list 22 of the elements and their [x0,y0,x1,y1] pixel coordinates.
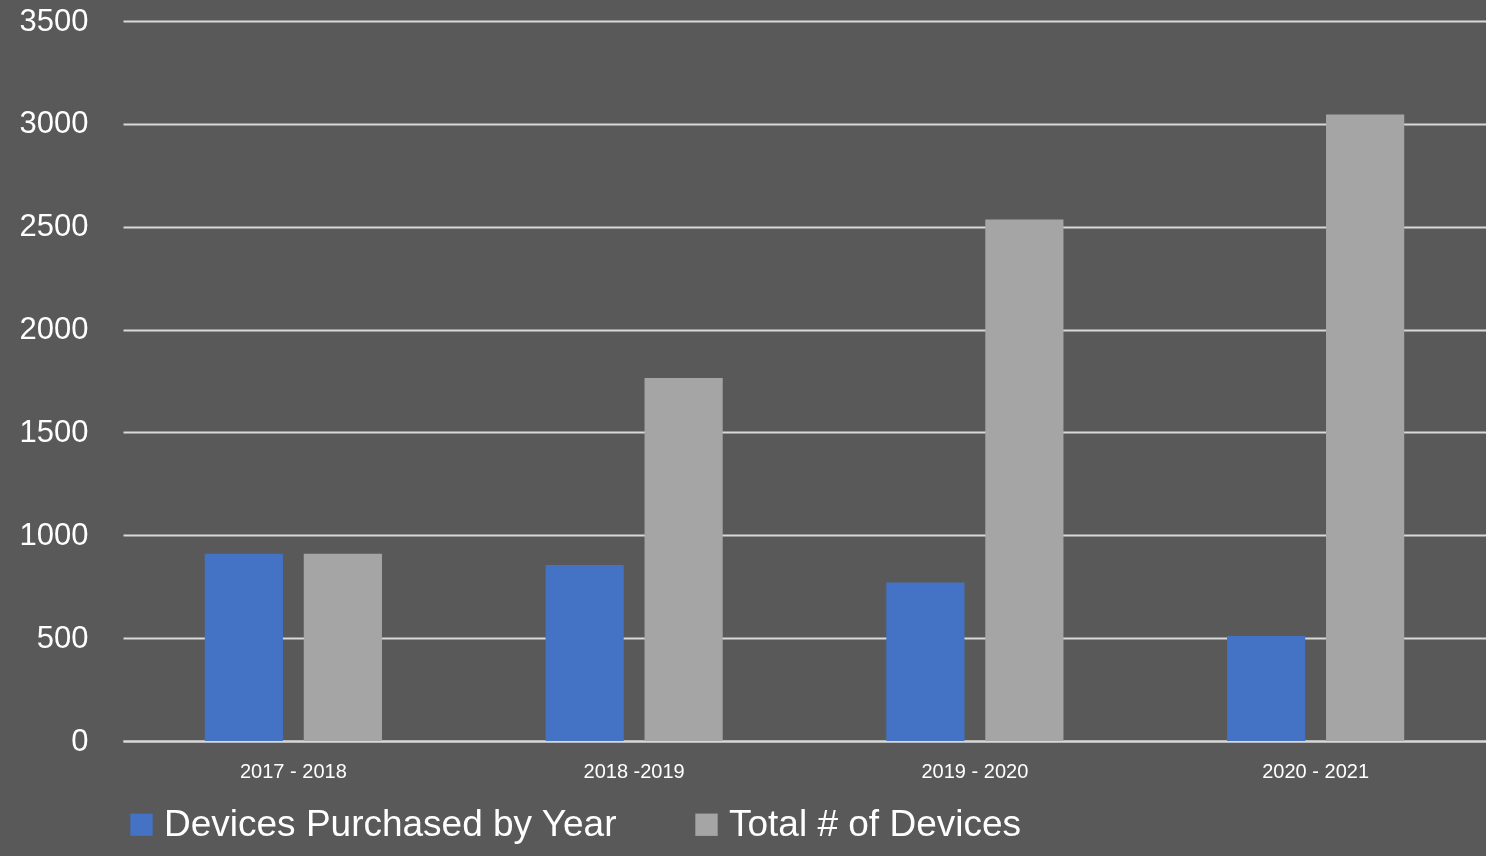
bar [204,553,283,741]
x-tick-label: 2020 - 2021 [1262,759,1370,782]
bar [644,377,723,741]
x-tick-label: 2019 - 2020 [921,759,1029,782]
x-tick-label: 2017 - 2018 [239,759,347,782]
legend-label: Total # of Devices [729,802,1022,844]
bar [886,582,965,741]
y-tick-label: 1000 [19,516,89,552]
bar [303,553,382,741]
x-tick-label: 2018 -2019 [583,759,685,782]
y-tick-label: 1500 [19,413,89,449]
y-tick-label: 2500 [19,208,89,244]
y-tick-label: 3500 [19,2,89,38]
y-tick-label: 3000 [19,105,89,141]
y-tick-label: 2000 [19,311,89,347]
bar [545,565,624,741]
bar [1326,114,1405,741]
bar [985,219,1064,741]
y-tick-label: 500 [36,619,89,655]
legend-label: Devices Purchased by Year [164,802,617,844]
bar [1227,636,1306,741]
y-tick-label: 0 [71,722,89,758]
